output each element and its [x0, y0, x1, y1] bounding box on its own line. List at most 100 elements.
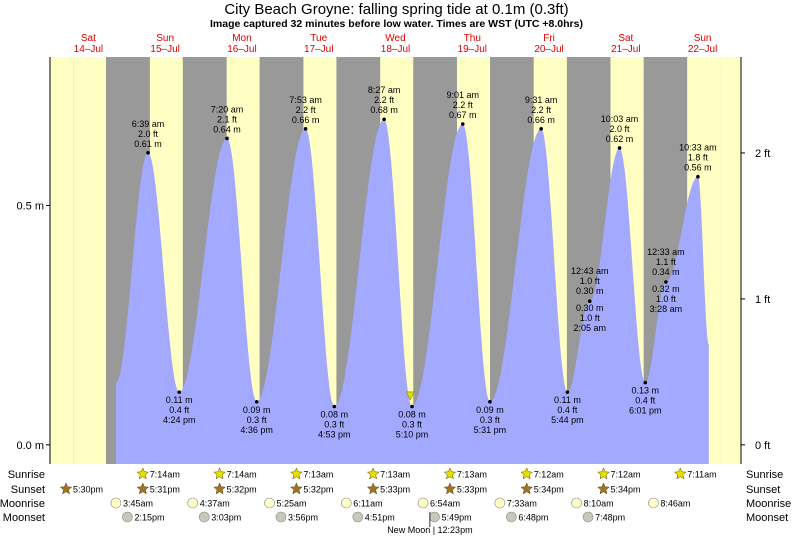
low-tide-label: 0.08 m: [321, 410, 349, 420]
moon-phase-label: New Moon | 12:23pm: [387, 525, 472, 535]
moonset-time: 6:48pm: [518, 513, 548, 523]
sunrise-time: 7:14am: [150, 470, 180, 480]
day-date-label: 15–Jul: [150, 44, 179, 55]
moonrise-icon: [187, 497, 199, 509]
sunrise-icon: [673, 467, 687, 480]
tide-point: [254, 399, 259, 404]
moonset-time: 5:49pm: [442, 513, 472, 523]
minor-low-label: 3:28 am: [650, 304, 683, 314]
moonset-icon: [582, 511, 594, 523]
tide-point: [382, 117, 386, 122]
tide-point: [539, 127, 543, 131]
moonrise-icon: [571, 497, 582, 509]
day-date-label: 17–Jul: [304, 44, 333, 55]
high-tide-label: 0.66 m: [527, 115, 555, 125]
sunset-icon: [290, 482, 303, 495]
tide-area: [116, 119, 709, 464]
tide-point: [565, 390, 570, 394]
moonset-time: 3:56pm: [288, 513, 318, 523]
tide-point: [664, 280, 668, 284]
moonset-icon: [352, 511, 364, 523]
moonrise-time: 6:11am: [353, 499, 382, 509]
moonrise-time: 8:10am: [584, 499, 614, 509]
tide-point: [146, 150, 150, 155]
low-tide-label: 0.08 m: [398, 410, 426, 420]
tide-point: [410, 404, 414, 409]
day-name-label: Tue: [310, 33, 327, 44]
sunrise-time: 7:12am: [534, 470, 564, 480]
minor-high-label: 1.1 ft: [656, 257, 677, 267]
day-name-label: Sun: [694, 33, 712, 44]
moonset-icon: [275, 511, 287, 523]
sunrise-time: 7:13am: [303, 470, 333, 480]
sunset-icon: [520, 482, 534, 495]
sunrise-time: 7:13am: [380, 470, 410, 480]
tide-point: [303, 127, 308, 131]
day-name-label: Thu: [464, 33, 481, 44]
moonset-icon: [122, 511, 133, 523]
high-tide-label: 10:03 am: [601, 114, 639, 124]
day-name-label: Wed: [385, 33, 405, 44]
sunset-time: 5:32pm: [303, 485, 333, 495]
tide-point: [460, 122, 465, 126]
left-axis-tick-label: 0.0 m: [16, 440, 44, 452]
moonrise-time: 7:33am: [507, 499, 537, 509]
sunset-icon: [136, 482, 150, 495]
moonrise-icon: [648, 497, 659, 509]
minor-low-label: 0.30 m: [576, 303, 604, 313]
high-tide-label: 2.1 ft: [217, 114, 238, 124]
moonset-icon: [198, 511, 210, 523]
moonrise-time: 3:45am: [123, 499, 153, 509]
day-date-label: 16–Jul: [227, 44, 256, 55]
low-tide-label: 0.3 ft: [324, 420, 345, 430]
sunset-time: 5:30pm: [73, 485, 103, 495]
high-tide-label: 2.0 ft: [138, 129, 159, 139]
sunrise-icon: [366, 467, 380, 480]
chart-title: City Beach Groyne: falling spring tide a…: [224, 1, 568, 18]
tide-point: [643, 380, 648, 385]
high-tide-label: 0.64 m: [213, 124, 241, 134]
sunset-icon: [213, 482, 226, 495]
right-axis-tick-label: 1 ft: [755, 294, 770, 306]
sunset-time: 5:32pm: [227, 485, 257, 495]
sunset-icon: [366, 482, 380, 495]
daylight-band: [720, 57, 741, 464]
low-tide-label: 5:44 pm: [551, 415, 584, 425]
high-tide-label: 0.62 m: [606, 134, 634, 144]
high-tide-label: 1.8 ft: [688, 153, 709, 163]
row-label-right: Sunset: [746, 484, 780, 496]
minor-low-label: 1.0 ft: [656, 294, 677, 304]
high-tide-label: 6:39 am: [132, 119, 165, 129]
day-labels: Sat14–JulSun15–JulMon16–JulTue17–JulWed1…: [74, 33, 718, 55]
sunrise-time: 7:14am: [227, 470, 257, 480]
right-axis-tick-label: 2 ft: [755, 148, 770, 160]
sunrise-icon: [213, 467, 226, 480]
row-label-left: Sunset: [11, 484, 45, 496]
high-tide-label: 0.67 m: [449, 110, 477, 120]
moonrise-time: 8:46am: [660, 499, 690, 509]
moonset-time: 2:15pm: [134, 513, 164, 523]
tide-point: [587, 299, 592, 304]
sunrise-time: 7:11am: [687, 470, 716, 480]
day-name-label: Sun: [156, 33, 174, 44]
low-tide-label: 0.09 m: [243, 405, 271, 415]
sunset-time: 5:34pm: [610, 485, 640, 495]
moonrise-icon: [264, 497, 275, 509]
sunrise-icon: [597, 467, 610, 480]
high-tide-label: 9:31 am: [525, 95, 558, 105]
minor-high-label: 12:33 am: [647, 247, 685, 257]
moonset-icon: [429, 511, 440, 523]
minor-high-label: 0.34 m: [652, 267, 680, 277]
sunrise-icon: [520, 467, 534, 480]
low-tide-label: 0.13 m: [632, 386, 660, 396]
minor-high-label: 1.0 ft: [580, 276, 601, 286]
moonset-time: 7:48pm: [595, 513, 625, 523]
day-date-label: 14–Jul: [74, 44, 103, 55]
low-tide-label: 0.4 ft: [169, 405, 190, 415]
row-label-left: Sunrise: [8, 469, 45, 481]
tide-curve: [116, 119, 709, 464]
left-axis-tick-label: 0.5 m: [16, 200, 44, 212]
moonrise-time: 6:54am: [430, 499, 460, 509]
moonrise-icon: [417, 497, 429, 509]
